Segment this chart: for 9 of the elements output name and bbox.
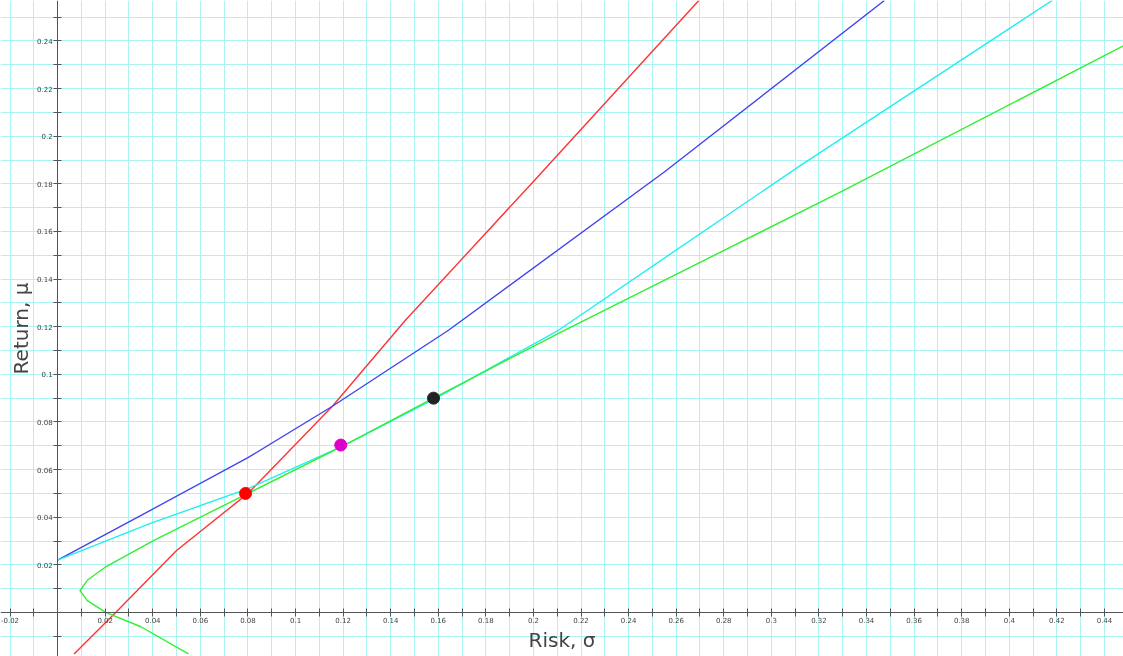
point — [427, 391, 441, 405]
point — [239, 486, 253, 500]
point — [334, 438, 348, 452]
line-series — [56, 0, 1053, 561]
line-series — [73, 0, 700, 655]
y-axis-title: Return, μ — [8, 282, 33, 375]
line-series — [79, 45, 1123, 655]
x-axis-title: Risk, σ — [528, 627, 596, 652]
line-series — [56, 0, 886, 561]
